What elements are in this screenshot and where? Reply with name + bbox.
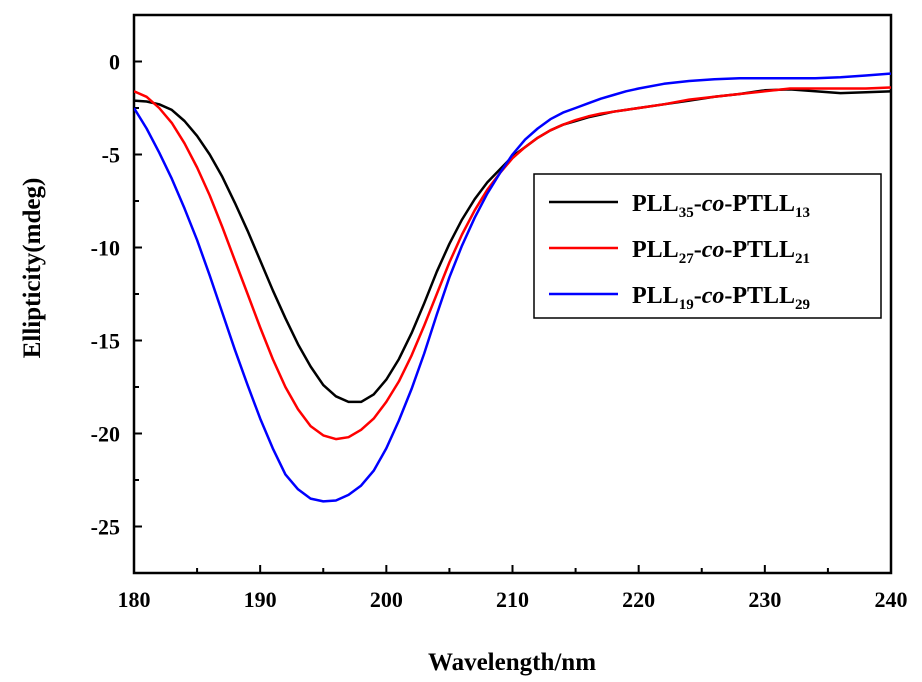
y-axis-label: Ellipticity(mdeg) bbox=[19, 178, 46, 359]
series-line-19-29 bbox=[134, 72, 891, 503]
legend-label: PLL19-co-PTLL29 bbox=[632, 283, 810, 313]
y-tick-label: -20 bbox=[91, 422, 120, 447]
y-tick-label: -5 bbox=[102, 143, 120, 168]
y-tick-label: 0 bbox=[109, 50, 120, 75]
legend-label: PLL27-co-PTLL21 bbox=[632, 237, 810, 267]
series-line-27-21 bbox=[134, 86, 891, 441]
x-axis-label: Wavelength/nm bbox=[428, 649, 596, 676]
x-tick-label: 200 bbox=[370, 587, 403, 612]
x-tick-label: 210 bbox=[496, 587, 529, 612]
x-tick-label: 180 bbox=[118, 587, 151, 612]
series-layer bbox=[134, 72, 891, 503]
x-tick-label: 240 bbox=[875, 587, 908, 612]
x-tick-label: 220 bbox=[622, 587, 655, 612]
legend-label: PLL35-co-PTLL13 bbox=[632, 191, 810, 221]
x-tick-label: 190 bbox=[244, 587, 277, 612]
tick-labels: 180 190 200 210 220 230 240 0 -5 -10 -15 -20 -25 bbox=[91, 50, 908, 613]
y-tick-label: -15 bbox=[91, 329, 120, 354]
legend: PLL35-co-PTLL13 PLL27-co-PTLL21 PLL19-co-P… bbox=[533, 173, 882, 319]
x-tick-label: 230 bbox=[748, 587, 781, 612]
y-tick-label: -25 bbox=[91, 515, 120, 540]
y-tick-label: -10 bbox=[91, 236, 120, 261]
